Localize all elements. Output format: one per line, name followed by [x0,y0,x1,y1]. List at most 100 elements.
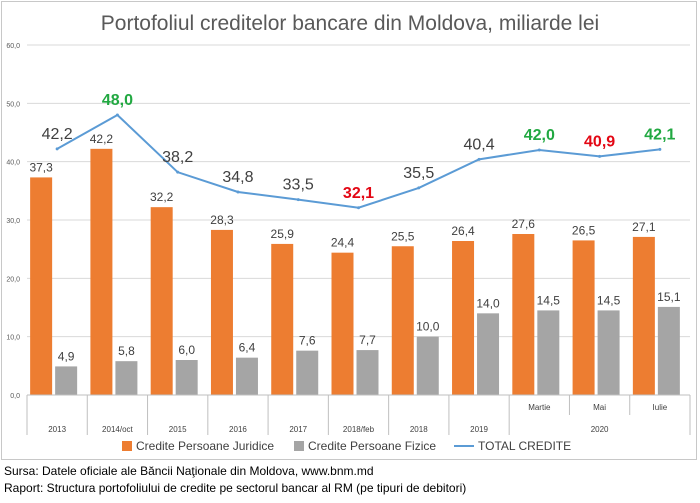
bar-persoane-juridice [452,241,475,395]
y-axis-ticks: 0,0 10,0 20,0 30,0 40,0 50,0 60,0 [6,43,20,400]
y-tick-label: 60,0 [6,43,20,50]
total-credite-point [55,147,59,151]
bar-persoane-fizice [597,310,620,395]
x-axis: 2013 2014/oct 2015 2016 2017 2018/feb 2018 2019… [26,394,691,435]
legend-swatch-persoane-fizice [294,441,304,451]
bar-persoane-juridice [512,234,535,395]
chart: Portofoliul creditelor bancare din Moldo… [6,12,691,453]
bar-label-persoane-juridice: 32,2 [150,190,174,204]
legend: Credite Persoane Juridice Credite Persoan… [122,439,571,453]
legend-label-total-credite: TOTAL CREDITE [478,439,571,453]
y-tick-label: 10,0 [6,335,20,342]
y-tick-label: 30,0 [6,218,20,225]
total-credite-point [357,206,360,210]
bar-persoane-fizice [296,350,319,395]
y-tick-label: 20,0 [6,276,20,283]
bar-persoane-juridice [572,240,595,395]
total-credite-point [296,198,300,202]
bar-label-persoane-juridice: 26,5 [572,223,596,237]
bar-label-persoane-fizice: 6,4 [239,341,256,355]
chart-title: Portofoliul creditelor bancare din Moldo… [101,12,599,35]
total-credite-point [598,154,602,158]
y-tick-label: 40,0 [6,160,20,167]
total-line [55,113,662,210]
bar-persoane-fizice [175,360,198,395]
x-tick-label: 2016 [229,425,247,434]
bar-persoane-fizice [115,361,138,395]
total-credite-point [537,148,541,152]
source-note: Sursa: Datele oficiale ale Băncii Naţion… [4,464,374,478]
bar-label-persoane-fizice: 10,0 [416,320,440,334]
x-tick-label: Mai [593,403,606,412]
y-tick-label: 50,0 [6,101,20,108]
total-credite-label: 48,0 [102,92,133,109]
total-credite-point [115,113,119,117]
report-note: Raport: Structura portofoliului de credi… [4,481,467,495]
gridlines [27,44,690,396]
bar-label-persoane-juridice: 28,3 [210,213,234,227]
x-tick-label: 2018 [410,425,428,434]
bar-label-persoane-juridice: 25,5 [391,229,415,243]
bar-persoane-juridice [391,246,414,395]
total-credite-label: 40,9 [584,133,615,150]
x-tick-label: 2019 [470,425,488,434]
legend-label-persoane-juridice: Credite Persoane Juridice [136,439,274,453]
x-tick-label: 2017 [289,425,307,434]
bar-label-persoane-juridice: 27,1 [632,220,656,234]
bar-label-persoane-juridice: 27,6 [512,217,536,231]
x-group-label: 2020 [591,425,609,434]
bar-label-persoane-fizice: 5,8 [118,344,135,358]
bar-persoane-fizice [477,313,500,395]
bar-label-persoane-juridice: 25,9 [271,227,295,241]
bar-label-persoane-juridice: 37,3 [29,160,53,174]
bar-persoane-fizice [416,336,439,395]
bar-persoane-juridice [271,243,294,395]
bar-persoane-fizice [235,357,258,395]
data-labels: 37,3 4,9 42,2 5,8 32,2 6,0 28,3 6,4 25,9 7,6 24,4 7… [29,92,680,363]
bar-persoane-juridice [210,229,233,395]
bars [30,148,680,395]
total-credite-point [477,157,481,161]
bar-persoane-juridice [331,252,354,395]
bar-label-persoane-fizice: 14,5 [597,293,621,307]
total-credite-label: 35,5 [403,165,434,182]
bar-persoane-juridice [90,148,113,395]
total-credite-point [236,190,240,194]
x-tick-label: 2015 [169,425,187,434]
x-tick-label: Martie [528,403,551,412]
total-credite-label: 34,8 [222,169,253,186]
x-tick-label: 2014/oct [102,425,133,434]
legend-swatch-persoane-juridice [122,441,132,451]
x-tick-label: 2018/feb [343,425,375,434]
x-tick-label: 2013 [48,425,66,434]
bar-persoane-juridice [632,236,655,395]
bar-label-persoane-juridice: 26,4 [451,224,475,238]
total-credite-point [417,186,421,190]
total-credite-label: 42,2 [42,126,73,143]
total-credite-label: 40,4 [463,136,494,153]
bar-persoane-fizice [537,310,560,395]
bar-label-persoane-fizice: 4,9 [58,349,75,363]
bar-persoane-fizice [356,350,379,395]
total-credite-label: 32,1 [343,185,374,202]
y-tick-label: 0,0 [10,393,20,400]
total-credite-point [658,147,662,151]
bar-persoane-juridice [150,207,173,395]
chart-frame: Portofoliul creditelor bancare din Moldo… [1,1,697,460]
total-credite-point [176,170,180,174]
bar-label-persoane-juridice: 42,2 [90,132,114,146]
bar-label-persoane-fizice: 7,7 [359,333,376,347]
total-credite-label: 33,5 [283,177,314,194]
total-credite-label: 42,1 [644,126,675,143]
legend-label-persoane-fizice: Credite Persoane Fizice [308,439,436,453]
bar-label-persoane-fizice: 15,1 [657,290,681,304]
bar-label-persoane-fizice: 6,0 [178,343,195,357]
bar-label-persoane-fizice: 14,5 [537,293,561,307]
x-tick-label: Iulie [653,403,668,412]
bar-persoane-fizice [657,306,680,395]
bar-label-persoane-fizice: 14,0 [476,296,500,310]
total-credite-label: 38,2 [162,149,193,166]
bar-persoane-juridice [30,177,53,395]
bar-persoane-fizice [55,366,78,395]
bar-label-persoane-fizice: 7,6 [299,334,316,348]
